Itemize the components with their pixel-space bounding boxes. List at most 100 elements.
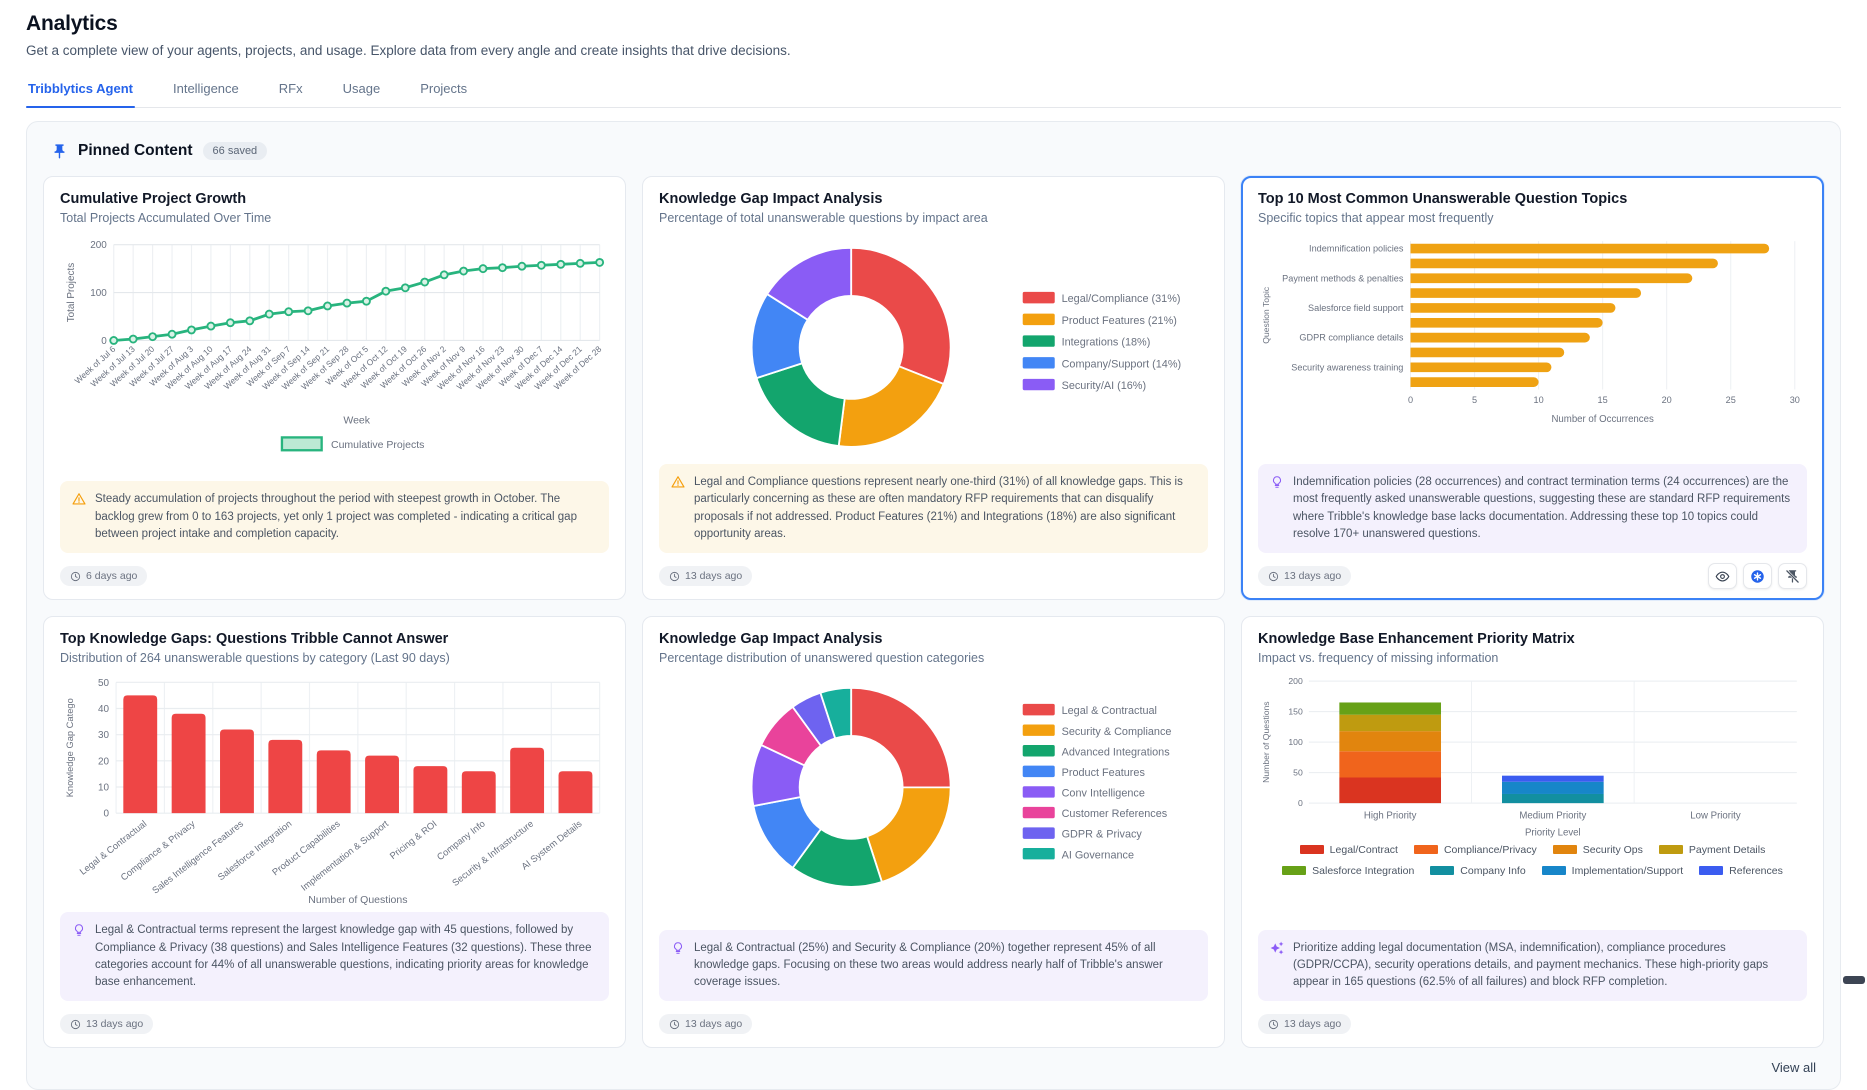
svg-text:5: 5 — [1472, 395, 1477, 405]
card-footer: 6 days ago — [60, 563, 609, 589]
tab-tribblytics-agent[interactable]: Tribblytics Agent — [26, 75, 135, 108]
card-priority-matrix[interactable]: Knowledge Base Enhancement Priority Matr… — [1241, 616, 1824, 1049]
svg-text:25: 25 — [1726, 395, 1736, 405]
insight-text: Prioritize adding legal documentation (M… — [1293, 941, 1769, 989]
svg-text:30: 30 — [1790, 395, 1800, 405]
svg-text:Security awareness training: Security awareness training — [1291, 362, 1403, 372]
svg-text:Number of Occurrences: Number of Occurrences — [1551, 414, 1654, 425]
pin-icon — [51, 143, 68, 160]
warning-triangle-icon — [671, 475, 685, 489]
clock-icon — [1268, 571, 1279, 581]
card-title: Knowledge Base Enhancement Priority Matr… — [1258, 631, 1575, 648]
timestamp-badge: 13 days ago — [60, 1014, 154, 1035]
lightbulb-icon — [72, 923, 86, 937]
svg-text:Legal & Contractual: Legal & Contractual — [1062, 705, 1157, 717]
svg-text:50: 50 — [98, 678, 110, 689]
page-subtitle: Get a complete view of your agents, proj… — [26, 43, 791, 58]
insight-text: Indemnification policies (28 occurrences… — [1293, 476, 1791, 540]
pinned-content-panel: Pinned Content 66 saved Cumulative Proje… — [26, 121, 1841, 1090]
tab-intelligence[interactable]: Intelligence — [172, 81, 239, 96]
card-footer: 13 days ago — [60, 1011, 609, 1037]
warning-triangle-icon — [72, 492, 86, 506]
svg-text:10: 10 — [1534, 395, 1544, 405]
svg-text:GDPR compliance details: GDPR compliance details — [1299, 333, 1403, 343]
tab-projects[interactable]: Projects — [420, 81, 468, 96]
card-subtitle: Percentage distribution of unanswered qu… — [659, 651, 985, 666]
svg-text:Legal/Compliance (31%): Legal/Compliance (31%) — [1062, 293, 1181, 305]
svg-text:200: 200 — [1288, 676, 1303, 686]
card-top-knowledge-gaps[interactable]: Top Knowledge Gaps: Questions Tribble Ca… — [43, 616, 626, 1049]
legend-item: Compliance/Privacy — [1413, 844, 1537, 856]
tribble-insights-button[interactable] — [1743, 563, 1772, 590]
clock-icon — [1268, 1019, 1279, 1030]
unpin-button[interactable] — [1778, 563, 1807, 590]
insight-box: Indemnification policies (28 occurrences… — [1258, 464, 1807, 554]
saved-count-badge: 66 saved — [202, 142, 268, 160]
tab-bar: Tribblytics Agent Intelligence RFx Usage… — [26, 75, 1841, 108]
svg-text:Integrations (18%): Integrations (18%) — [1062, 337, 1151, 349]
card-title: Top Knowledge Gaps: Questions Tribble Ca… — [60, 631, 449, 648]
svg-text:High Priority: High Priority — [1364, 810, 1417, 821]
card-knowledge-gap-impact-analysis-2[interactable]: Knowledge Gap Impact Analysis Percentage… — [642, 616, 1225, 1049]
card-top-10-unanswerable-topics[interactable]: Top 10 Most Common Unanswerable Question… — [1241, 176, 1824, 601]
pinned-content-header: Pinned Content 66 saved — [43, 134, 1824, 176]
view-all-link[interactable]: View all — [1771, 1060, 1816, 1076]
tab-rfx[interactable]: RFx — [278, 81, 303, 96]
card-title: Top 10 Most Common Unanswerable Question… — [1258, 191, 1628, 207]
card-knowledge-gap-impact-analysis-1[interactable]: Knowledge Gap Impact Analysis Percentage… — [642, 176, 1225, 601]
svg-text:30: 30 — [98, 730, 110, 741]
cumulative-project-growth-chart: 0 100 200 Week of Jul 6 Week of Jul 13 Week o… — [60, 233, 609, 453]
svg-text:Company Info: Company Info — [435, 819, 487, 863]
card-cumulative-project-growth[interactable]: Cumulative Project Growth Total Projects… — [43, 176, 626, 601]
eye-icon — [1715, 571, 1730, 581]
svg-text:Number of Questions: Number of Questions — [1261, 701, 1271, 783]
svg-text:0: 0 — [104, 809, 110, 820]
stacked-legend: Legal/Contract Compliance/Privacy Security… — [1258, 840, 1807, 877]
lightbulb-icon — [671, 941, 685, 955]
svg-text:GDPR & Privacy: GDPR & Privacy — [1062, 829, 1143, 841]
knowledge-gaps-bar-chart: 0 10 20 30 40 50 Legal & Contractual Compliance… — [60, 673, 609, 912]
svg-text:40: 40 — [98, 704, 110, 715]
svg-text:0: 0 — [1298, 798, 1303, 808]
svg-text:Conv Intelligence: Conv Intelligence — [1062, 788, 1145, 800]
svg-text:Knowledge Gap Catego: Knowledge Gap Catego — [65, 698, 75, 797]
view-button[interactable] — [1708, 563, 1737, 590]
scrollbar-thumb[interactable] — [1843, 976, 1865, 984]
svg-text:10: 10 — [98, 783, 110, 794]
clock-icon — [70, 571, 81, 581]
legend-item: Security Ops — [1552, 844, 1643, 856]
svg-text:20: 20 — [1662, 395, 1672, 405]
svg-text:0: 0 — [1408, 395, 1413, 405]
insight-box: Legal & Contractual (25%) and Security &… — [659, 929, 1208, 1002]
pin-off-icon — [1785, 569, 1800, 583]
insight-text: Legal & Contractual (25%) and Security &… — [694, 941, 1163, 989]
svg-text:Salesforce field support: Salesforce field support — [1308, 303, 1404, 313]
card-subtitle: Total Projects Accumulated Over Time — [60, 211, 272, 225]
card-footer: 13 days ago — [659, 1011, 1208, 1037]
tribble-logo-icon — [1751, 569, 1764, 583]
legend-item: Company Info — [1430, 865, 1526, 877]
insight-text: Steady accumulation of projects througho… — [95, 493, 577, 540]
priority-matrix-stacked-chart: 0 50 100 150 200 High Priority Medium Priority… — [1258, 673, 1807, 877]
timestamp-badge: 13 days ago — [1258, 1014, 1352, 1035]
panel-footer: View all — [43, 1048, 1824, 1085]
insight-box: Legal and Compliance questions represent… — [659, 464, 1208, 554]
pinned-content-title: Pinned Content — [78, 142, 193, 159]
svg-text:Company/Support (14%): Company/Support (14%) — [1062, 358, 1182, 370]
tab-usage[interactable]: Usage — [342, 81, 381, 96]
legend-item: References — [1699, 865, 1783, 877]
svg-text:Payment methods & penalties: Payment methods & penalties — [1282, 273, 1404, 283]
svg-text:50: 50 — [1293, 768, 1303, 778]
legend-item: Implementation/Support — [1541, 865, 1683, 877]
card-subtitle: Impact vs. frequency of missing informat… — [1258, 651, 1499, 666]
svg-text:Priority Level: Priority Level — [1525, 828, 1581, 839]
card-footer: 13 days ago — [659, 563, 1208, 589]
card-subtitle: Percentage of total unanswerable questio… — [659, 211, 988, 225]
svg-text:Week: Week — [343, 414, 370, 426]
svg-text:Customer References: Customer References — [1062, 808, 1168, 820]
page-title: Analytics — [26, 12, 118, 35]
svg-text:Pricing & ROI: Pricing & ROI — [388, 819, 439, 862]
legend-item: Salesforce Integration — [1282, 865, 1414, 877]
clock-icon — [669, 1019, 680, 1030]
svg-text:150: 150 — [1288, 707, 1303, 717]
